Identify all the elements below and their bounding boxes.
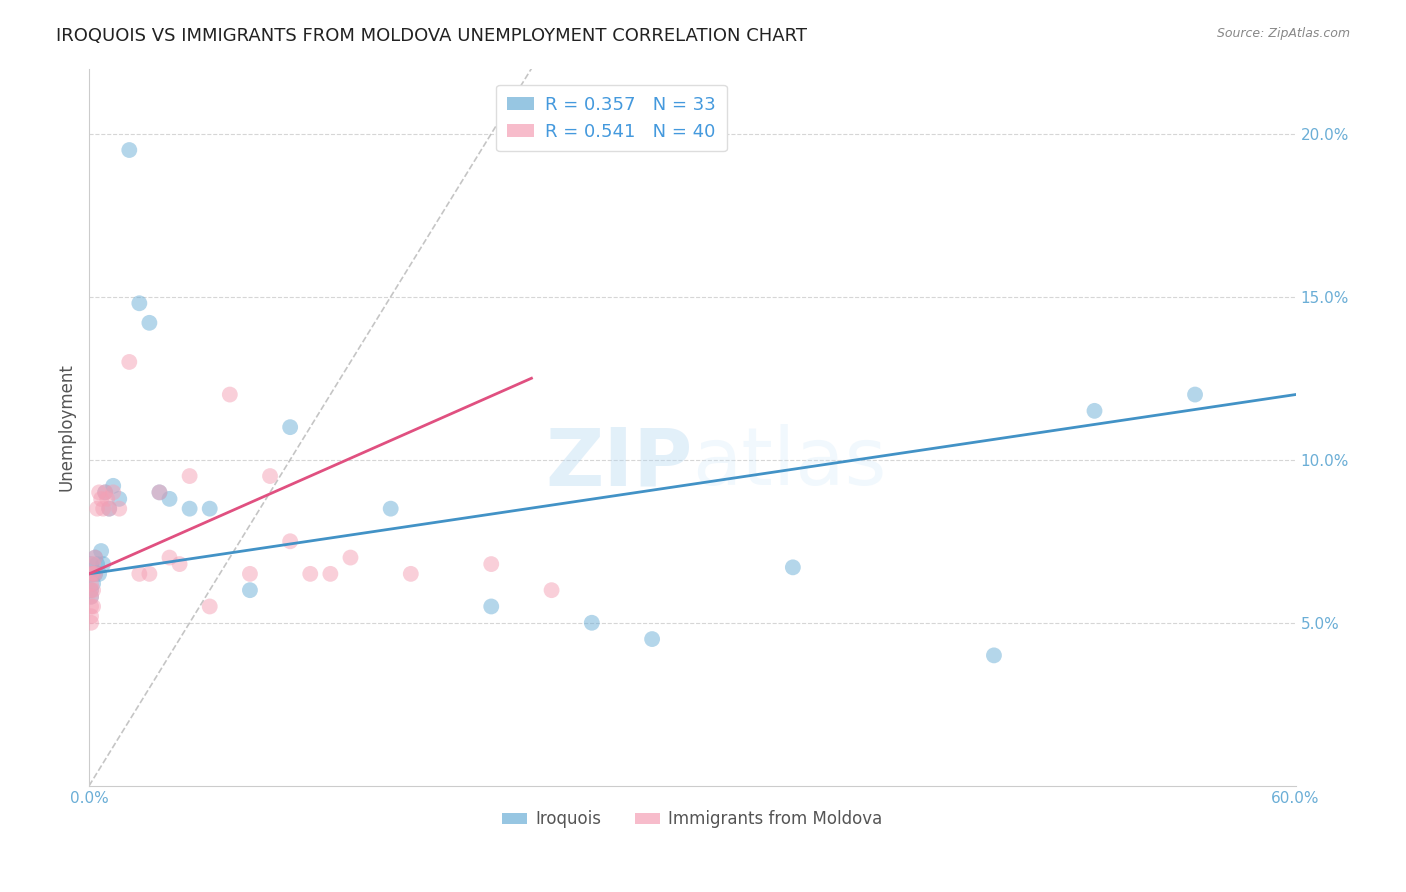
- Point: [80, 609, 103, 624]
- Point: [479, 599, 502, 614]
- Point: [118, 143, 141, 157]
- Point: [80, 557, 103, 571]
- Point: [128, 296, 150, 310]
- Point: [479, 557, 502, 571]
- Point: [169, 557, 191, 571]
- Point: [98, 501, 121, 516]
- Point: [319, 566, 342, 581]
- Point: [84, 550, 107, 565]
- Point: [179, 501, 201, 516]
- Point: [148, 485, 170, 500]
- Point: [94, 485, 117, 500]
- Point: [198, 599, 221, 614]
- Text: atlas: atlas: [692, 424, 887, 502]
- Point: [138, 566, 160, 581]
- Text: IROQUOIS VS IMMIGRANTS FROM MOLDOVA UNEMPLOYMENT CORRELATION CHART: IROQUOIS VS IMMIGRANTS FROM MOLDOVA UNEM…: [56, 27, 807, 45]
- Point: [128, 566, 150, 581]
- Point: [86, 501, 108, 516]
- Point: [82, 566, 104, 581]
- Point: [239, 566, 262, 581]
- Point: [581, 615, 603, 630]
- Point: [89, 566, 111, 581]
- Point: [278, 534, 301, 549]
- Point: [82, 583, 104, 598]
- Point: [299, 566, 322, 581]
- Point: [983, 648, 1005, 663]
- Point: [380, 501, 402, 516]
- Point: [108, 491, 131, 506]
- Point: [80, 566, 103, 581]
- Point: [118, 355, 141, 369]
- Point: [278, 420, 301, 434]
- Point: [399, 566, 422, 581]
- Point: [80, 590, 103, 604]
- Point: [80, 583, 103, 598]
- Point: [80, 615, 103, 630]
- Point: [540, 583, 562, 598]
- Point: [89, 485, 111, 500]
- Point: [80, 583, 103, 598]
- Point: [80, 566, 103, 581]
- Point: [148, 485, 170, 500]
- Point: [94, 485, 117, 500]
- Y-axis label: Unemployment: Unemployment: [58, 363, 75, 491]
- Point: [198, 501, 221, 516]
- Point: [138, 316, 160, 330]
- Point: [80, 599, 103, 614]
- Point: [80, 590, 103, 604]
- Point: [159, 550, 181, 565]
- Point: [782, 560, 804, 574]
- Point: [1184, 387, 1206, 401]
- Point: [108, 501, 131, 516]
- Point: [259, 469, 281, 483]
- Point: [98, 501, 121, 516]
- Text: ZIP: ZIP: [546, 424, 692, 502]
- Point: [339, 550, 361, 565]
- Legend: Iroquois, Immigrants from Moldova: Iroquois, Immigrants from Moldova: [495, 804, 889, 835]
- Point: [103, 485, 125, 500]
- Point: [179, 469, 201, 483]
- Point: [91, 557, 114, 571]
- Point: [239, 583, 262, 598]
- Point: [218, 387, 240, 401]
- Point: [82, 599, 104, 614]
- Point: [84, 566, 107, 581]
- Point: [86, 557, 108, 571]
- Point: [90, 544, 112, 558]
- Point: [103, 479, 125, 493]
- Point: [159, 491, 181, 506]
- Point: [90, 491, 112, 506]
- Point: [82, 566, 104, 581]
- Point: [1083, 404, 1105, 418]
- Point: [80, 576, 103, 591]
- Point: [641, 632, 664, 646]
- Point: [84, 566, 107, 581]
- Point: [82, 576, 104, 591]
- Point: [82, 557, 104, 571]
- Text: Source: ZipAtlas.com: Source: ZipAtlas.com: [1216, 27, 1350, 40]
- Point: [84, 550, 107, 565]
- Point: [96, 491, 118, 506]
- Point: [91, 501, 114, 516]
